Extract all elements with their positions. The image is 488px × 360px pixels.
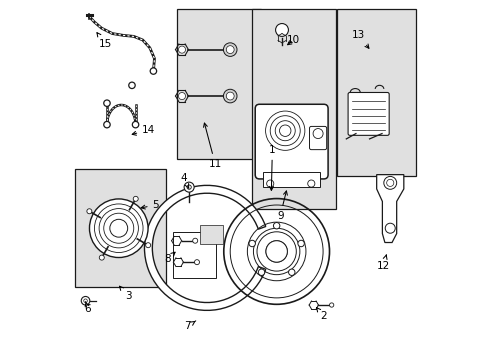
Text: 8: 8 <box>164 252 175 264</box>
Text: 13: 13 <box>351 30 368 48</box>
Text: 10: 10 <box>286 35 300 45</box>
Text: 15: 15 <box>97 33 112 49</box>
Bar <box>337 9 415 176</box>
Circle shape <box>178 46 185 53</box>
Circle shape <box>103 121 110 128</box>
Circle shape <box>329 303 333 307</box>
Circle shape <box>226 92 234 100</box>
Text: 7: 7 <box>183 321 195 332</box>
Circle shape <box>275 23 288 36</box>
Bar <box>176 9 260 158</box>
Circle shape <box>89 199 148 257</box>
Circle shape <box>133 196 138 201</box>
Bar <box>251 9 335 208</box>
Circle shape <box>184 182 194 192</box>
Text: 4: 4 <box>180 173 188 189</box>
Circle shape <box>386 179 393 186</box>
Circle shape <box>186 185 191 189</box>
FancyBboxPatch shape <box>347 93 388 135</box>
Circle shape <box>248 240 255 247</box>
Circle shape <box>273 222 279 229</box>
Circle shape <box>99 255 104 260</box>
Wedge shape <box>144 185 265 310</box>
Text: 5: 5 <box>141 200 159 210</box>
Text: 9: 9 <box>276 191 287 221</box>
Circle shape <box>258 269 264 275</box>
Circle shape <box>145 243 150 248</box>
FancyBboxPatch shape <box>309 126 326 150</box>
Circle shape <box>192 238 197 243</box>
Text: 12: 12 <box>376 255 389 271</box>
Bar <box>75 169 165 287</box>
Circle shape <box>103 100 110 107</box>
Text: 14: 14 <box>132 125 155 135</box>
Circle shape <box>110 219 127 237</box>
Circle shape <box>288 269 294 275</box>
Circle shape <box>297 240 304 247</box>
Text: 6: 6 <box>84 302 91 314</box>
Circle shape <box>178 93 185 100</box>
Circle shape <box>150 68 156 74</box>
Circle shape <box>87 209 92 214</box>
Circle shape <box>226 46 234 54</box>
Circle shape <box>194 260 199 265</box>
Circle shape <box>265 241 287 262</box>
Circle shape <box>128 82 135 89</box>
Polygon shape <box>376 175 403 243</box>
Circle shape <box>223 43 237 57</box>
Circle shape <box>83 299 87 302</box>
Circle shape <box>132 121 139 128</box>
FancyBboxPatch shape <box>173 232 216 278</box>
Text: 11: 11 <box>203 123 222 169</box>
Circle shape <box>81 296 90 305</box>
Bar <box>263 172 320 187</box>
Circle shape <box>383 176 396 189</box>
Text: 2: 2 <box>316 308 325 321</box>
Text: 3: 3 <box>119 286 131 301</box>
Circle shape <box>223 89 237 103</box>
FancyBboxPatch shape <box>255 104 327 179</box>
Text: 1: 1 <box>268 145 275 190</box>
Circle shape <box>385 223 394 233</box>
FancyBboxPatch shape <box>200 225 223 244</box>
